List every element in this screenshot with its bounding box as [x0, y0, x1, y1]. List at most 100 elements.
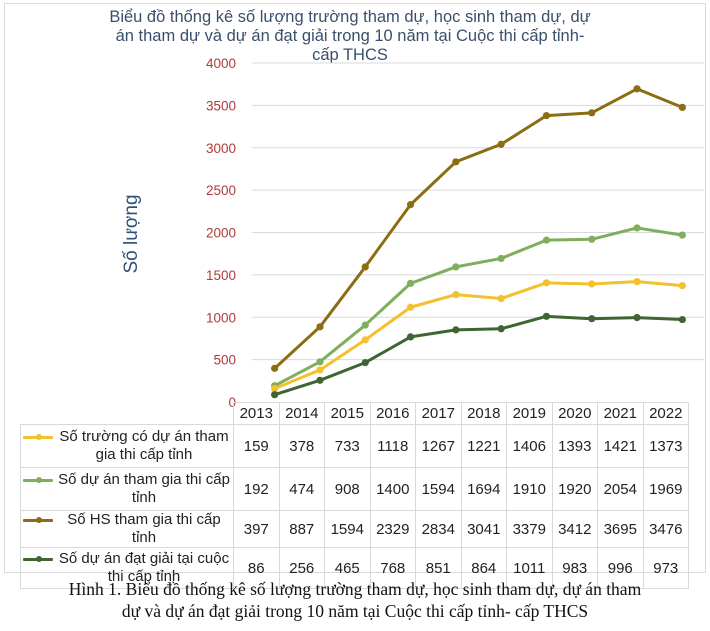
data-point	[678, 103, 686, 112]
data-point	[497, 140, 505, 148]
data-point	[452, 326, 460, 334]
chart-title-line: cấp THCS	[312, 46, 388, 64]
data-point	[271, 391, 279, 399]
year-header: 2016	[369, 402, 416, 425]
year-header: 2014	[278, 402, 325, 425]
series-legend-cell: Số HS tham gia thi cấp tỉnh	[20, 510, 234, 548]
data-point	[678, 231, 686, 239]
data-point	[588, 280, 596, 288]
data-point	[588, 315, 596, 323]
table-row: Số HS tham gia thi cấp tỉnh 397 887 1594 232…	[20, 510, 689, 548]
data-point	[633, 277, 641, 286]
series-line	[273, 226, 683, 388]
series-3	[271, 312, 686, 399]
data-point	[316, 376, 324, 384]
legend-line-marker-icon	[23, 428, 55, 446]
data-cell: 256	[278, 547, 325, 589]
table-row: Số trường có dự án tham gia thi cấp tỉnh 1…	[20, 424, 689, 468]
y-tick-label: 500	[213, 353, 236, 368]
year-header: 2018	[460, 402, 507, 425]
data-cell: 3379	[506, 510, 553, 548]
data-point	[542, 279, 551, 287]
data-point	[678, 315, 686, 324]
data-cell: 1400	[369, 467, 416, 511]
data-cell: 1594	[324, 510, 371, 548]
chart-title: Biểu đồ thống kê số lượng trường tham dự…	[40, 8, 660, 65]
data-cell: 159	[233, 424, 280, 468]
data-cell: 465	[324, 547, 371, 589]
data-cell: 1594	[415, 467, 462, 511]
year-header: 2022	[642, 402, 689, 425]
series-0	[271, 277, 686, 393]
data-point	[361, 263, 369, 271]
series-name-line: Số dự án tham gia thi cấp	[58, 471, 230, 488]
series-name-line: gia thi cấp tỉnh	[95, 446, 193, 463]
series-2	[271, 85, 686, 372]
data-cell: 1373	[642, 424, 689, 468]
y-tick-label: 1000	[206, 310, 236, 325]
year-header-row: 2013 2014 2015 2016 2017 2018 2019 2020 …	[20, 402, 689, 425]
series-legend-cell: Số trường có dự án tham gia thi cấp tỉnh	[20, 424, 234, 468]
data-point	[361, 358, 369, 367]
caption-line: Hình 1. Biểu đồ thống kê số lượng trường…	[68, 579, 642, 599]
data-point	[542, 112, 551, 120]
data-cell: 2834	[415, 510, 462, 548]
year-header: 2021	[597, 402, 644, 425]
figure-caption: Hình 1. Biểu đồ thống kê số lượng trường…	[0, 578, 710, 622]
chart-title-line: án tham dự và dự án đạt giải trong 10 nă…	[115, 27, 585, 45]
data-cell: 1694	[460, 467, 507, 511]
data-point	[497, 294, 505, 303]
year-header: 2019	[506, 402, 553, 425]
series-name-line: thi cấp tỉnh	[107, 568, 181, 585]
data-point	[271, 384, 279, 393]
series-legend-cell: Số dự án đạt giải tại cuộc thi cấp tỉnh	[20, 547, 234, 589]
data-point	[452, 291, 460, 299]
data-point	[678, 282, 686, 290]
data-cell: 973	[642, 547, 689, 589]
data-point	[361, 336, 369, 344]
data-cell: 996	[597, 547, 644, 589]
data-cell: 768	[369, 547, 416, 589]
data-cell: 397	[233, 510, 280, 548]
data-point	[406, 333, 415, 341]
data-point	[361, 321, 369, 329]
data-cell: 887	[278, 510, 325, 548]
series-name: Số trường có dự án tham gia thi cấp tỉnh	[55, 428, 233, 464]
data-cell: 1011	[506, 547, 553, 589]
data-cell: 2054	[597, 467, 644, 511]
data-cell: 1421	[597, 424, 644, 468]
data-cell: 1910	[506, 467, 553, 511]
y-tick-label: 2500	[206, 183, 236, 198]
data-cell: 908	[324, 467, 371, 511]
data-point	[316, 366, 324, 374]
data-cell: 474	[278, 467, 325, 511]
data-cell: 378	[278, 424, 325, 468]
data-cell: 983	[551, 547, 598, 589]
data-cell: 733	[324, 424, 371, 468]
legend-line-marker-icon	[23, 471, 55, 489]
data-cell: 1393	[551, 424, 598, 468]
y-tick-label: 3000	[206, 141, 236, 156]
series-name-line: Số trường có dự án tham	[59, 428, 229, 445]
series-name-line: tỉnh	[131, 489, 157, 506]
series-name: Số dự án đạt giải tại cuộc thi cấp tỉnh	[55, 550, 233, 586]
series-line	[274, 280, 683, 390]
y-tick-label: 2000	[206, 226, 236, 241]
table-corner	[20, 402, 234, 425]
data-cell: 3412	[551, 510, 598, 548]
y-tick-label: 3500	[206, 98, 236, 113]
data-point	[497, 254, 505, 263]
data-point	[271, 364, 279, 372]
year-header: 2020	[551, 402, 598, 425]
table-row: Số dự án đạt giải tại cuộc thi cấp tỉnh 86…	[20, 547, 689, 589]
legend-line-marker-icon	[23, 511, 55, 529]
series-line	[273, 87, 683, 370]
series-name-line: Số HS tham gia thi cấp tỉnh	[67, 511, 221, 546]
data-cell: 1267	[415, 424, 462, 468]
data-cell: 2329	[369, 510, 416, 548]
data-point	[452, 263, 460, 271]
series-name-line: Số dự án đạt giải tại cuộc	[58, 550, 230, 567]
data-cell: 3041	[460, 510, 507, 548]
